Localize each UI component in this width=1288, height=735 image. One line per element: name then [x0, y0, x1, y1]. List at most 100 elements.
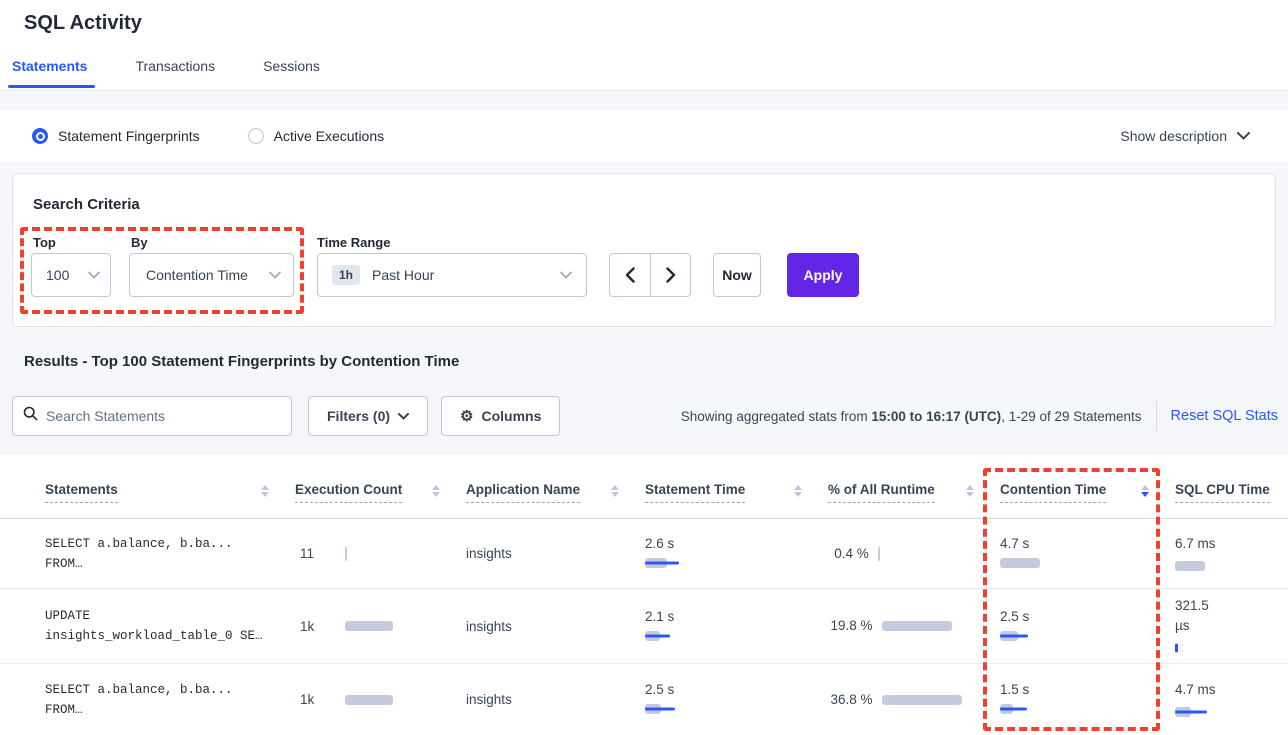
view-toggle-bar: Statement Fingerprints Active Executions… [0, 110, 1288, 162]
table-row: SELECT a.balance, b.ba... FROM… 1k insigh… [0, 664, 1288, 735]
chevron-down-icon [269, 271, 281, 279]
contention-time-bar [1000, 555, 1096, 571]
column-header-application-name[interactable]: Application Name [466, 455, 645, 518]
aggregated-stats-text: Showing aggregated stats from 15:00 to 1… [680, 408, 1142, 424]
tab-bar: Statements Transactions Sessions [7, 58, 322, 88]
contention-time-cell: 4.7 s [1000, 519, 1175, 588]
search-criteria-panel: Search Criteria Top By Time Range 100 Co… [12, 173, 1276, 327]
page-title: SQL Activity [24, 12, 142, 34]
time-range-value: Past Hour [372, 267, 435, 283]
filters-label: Filters (0) [327, 408, 391, 424]
previous-time-range-button[interactable] [609, 253, 650, 297]
show-description-toggle[interactable]: Show description [1120, 128, 1264, 144]
search-statements-box [12, 396, 292, 436]
execution-count-bar [345, 692, 441, 708]
column-header-statement-time[interactable]: Statement Time [645, 455, 828, 518]
columns-button[interactable]: ⚙ Columns [441, 396, 561, 436]
by-label: By [131, 235, 148, 250]
statement-cell: SELECT a.balance, b.ba... FROM… [45, 664, 295, 735]
statement-time-bar [645, 701, 741, 717]
sql-cpu-time-cell: 4.7 ms [1175, 664, 1288, 735]
statement-fingerprint-link[interactable]: SELECT a.balance, b.ba... FROM… [45, 682, 233, 717]
gear-icon: ⚙ [460, 407, 474, 425]
sql-cpu-time-bar [1175, 704, 1271, 720]
pct-runtime-bar [881, 692, 978, 708]
column-header-contention-time[interactable]: Contention Time [1000, 455, 1175, 518]
radio-statement-fingerprints[interactable]: Statement Fingerprints [32, 128, 200, 144]
table-row: UPDATE insights_workload_table_0 SE… 1k i… [0, 589, 1288, 664]
reset-sql-stats-link[interactable]: Reset SQL Stats [1155, 401, 1278, 431]
column-header-sql-cpu-time[interactable]: SQL CPU Time [1175, 455, 1288, 518]
application-name-cell: insights [466, 546, 512, 561]
by-select-value: Contention Time [146, 267, 248, 283]
sort-icon [794, 484, 802, 497]
results-title: Results - Top 100 Statement Fingerprints… [24, 353, 460, 370]
column-header-execution-count[interactable]: Execution Count [295, 455, 466, 518]
pct-runtime-cell: 36.8 % [828, 664, 1000, 735]
pct-runtime-bar [877, 546, 974, 562]
tab-sessions[interactable]: Sessions [263, 58, 320, 74]
column-header-pct-runtime[interactable]: % of All Runtime [828, 455, 1000, 518]
contention-time-bar [1000, 701, 1096, 717]
results-toolbar: Filters (0) ⚙ Columns Showing aggregated… [12, 396, 1278, 436]
time-range-select[interactable]: 1h Past Hour [317, 253, 587, 297]
execution-count-bar [345, 618, 441, 634]
chevron-down-icon [398, 412, 410, 420]
filters-button[interactable]: Filters (0) [308, 396, 429, 436]
execution-count-bar [345, 546, 441, 562]
top-select[interactable]: 100 [31, 253, 111, 297]
statement-time-cell: 2.5 s [645, 664, 828, 735]
search-icon [23, 406, 38, 426]
table-header-row: Statements Execution Count Application N… [0, 455, 1288, 519]
column-header-statements[interactable]: Statements [45, 455, 295, 518]
by-select[interactable]: Contention Time [129, 253, 294, 297]
statement-fingerprint-link[interactable]: SELECT a.balance, b.ba... FROM… [45, 536, 233, 571]
contention-time-cell: 2.5 s [1000, 589, 1175, 663]
pct-runtime-cell: 0.4 % [828, 519, 1000, 588]
radio-selected-icon [32, 128, 48, 144]
sort-icon [611, 484, 619, 497]
chevron-down-icon [88, 271, 100, 279]
sql-cpu-time-bar [1175, 640, 1271, 656]
radio-label: Active Executions [273, 128, 385, 144]
statement-time-cell: 2.6 s [645, 519, 828, 588]
sort-icon [966, 484, 974, 497]
pct-runtime-cell: 19.8 % [828, 589, 1000, 663]
columns-label: Columns [481, 408, 542, 424]
application-name-cell: insights [466, 692, 512, 707]
sort-icon [432, 484, 440, 497]
show-description-label: Show description [1120, 128, 1227, 144]
tab-transactions[interactable]: Transactions [135, 58, 216, 74]
sort-icon [1141, 484, 1149, 497]
statement-cell: SELECT a.balance, b.ba... FROM… [45, 519, 295, 588]
statements-table: Statements Execution Count Application N… [0, 455, 1288, 735]
search-criteria-title: Search Criteria [33, 196, 140, 213]
table-row: SELECT a.balance, b.ba... FROM… 11 insigh… [0, 519, 1288, 589]
time-range-pager [609, 253, 691, 297]
next-time-range-button[interactable] [650, 253, 691, 297]
time-range-badge: 1h [332, 265, 361, 285]
contention-time-bar [1000, 628, 1096, 644]
statement-cell: UPDATE insights_workload_table_0 SE… [45, 589, 295, 663]
page-header: SQL Activity Statements Transactions Ses… [0, 0, 1288, 91]
execution-count-cell: 1k [295, 664, 466, 735]
top-label: Top [33, 235, 56, 250]
application-name-cell: insights [466, 618, 512, 634]
chevron-down-icon [560, 271, 572, 279]
statement-time-bar [645, 555, 741, 571]
chevron-down-icon [1237, 132, 1250, 140]
statement-fingerprint-link[interactable]: UPDATE insights_workload_table_0 SE… [45, 609, 263, 643]
pct-runtime-bar [881, 618, 978, 634]
now-button[interactable]: Now [713, 253, 761, 297]
radio-active-executions[interactable]: Active Executions [247, 128, 385, 144]
sql-cpu-time-bar [1175, 558, 1271, 574]
contention-time-cell: 1.5 s [1000, 664, 1175, 735]
apply-button[interactable]: Apply [787, 253, 859, 297]
statement-time-cell: 2.1 s [645, 589, 828, 663]
search-statements-input[interactable] [46, 408, 281, 424]
sort-icon [261, 484, 269, 497]
radio-unselected-icon [247, 128, 264, 144]
statement-time-bar [645, 628, 741, 644]
sql-cpu-time-cell: 6.7 ms [1175, 519, 1288, 588]
tab-statements[interactable]: Statements [7, 58, 96, 88]
